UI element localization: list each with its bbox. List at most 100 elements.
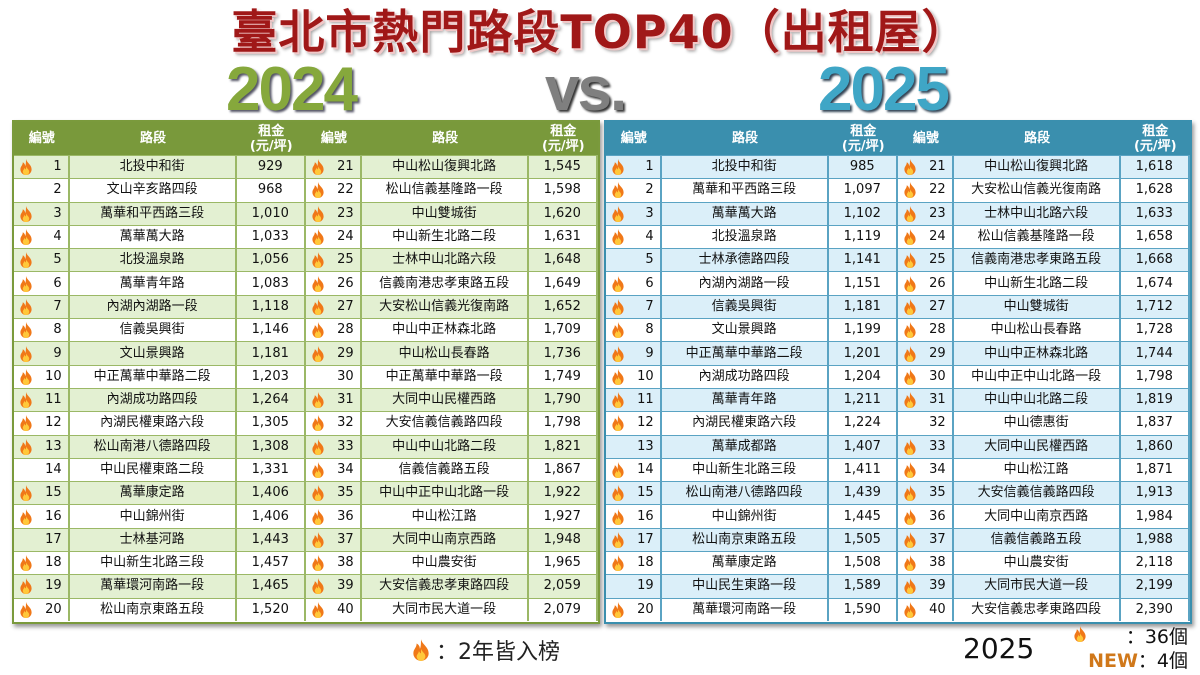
summary-counts: ：36個 NEW：4個 [1070, 625, 1188, 673]
rank-cell: 2 [606, 178, 662, 202]
new-count: ：4個 [1137, 650, 1188, 672]
road-cell: 信義吳興街 [661, 294, 829, 319]
rank-cell: 40 [898, 597, 954, 621]
table-row: 3 萬華和平西路三段 1,010 23 中山雙城街 1,620 [14, 201, 599, 225]
rent-cell: 1,151 [828, 271, 899, 295]
table-row: 16 中山錦州街 1,445 36 大同中山南京西路 1,984 [606, 504, 1191, 528]
fire-icon [902, 531, 918, 549]
fire-icon [610, 345, 626, 363]
road-cell: 中山錦州街 [661, 504, 829, 528]
rank-number: 3 [645, 205, 654, 221]
rank-cell: 9 [14, 341, 70, 365]
fire-icon [18, 577, 34, 595]
road-cell: 內湖成功路四段 [661, 364, 829, 388]
fire-icon [410, 638, 432, 662]
fire-icon [310, 251, 326, 269]
rank-number: 17 [637, 531, 654, 547]
rent-cell: 2,390 [1120, 597, 1191, 621]
road-cell: 中山松山復興北路 [361, 155, 529, 179]
fire-icon [610, 554, 626, 572]
rent-cell: 1,224 [828, 411, 899, 435]
rank-cell: 8 [14, 318, 70, 342]
road-cell: 北投中和街 [661, 155, 829, 179]
road-cell: 中山德惠街 [953, 411, 1121, 435]
road-cell: 中山松江路 [953, 457, 1121, 482]
rank-cell: 35 [898, 481, 954, 505]
rank-cell: 2 [14, 178, 70, 202]
rent-cell: 1,211 [828, 387, 899, 412]
rank-cell: 17 [14, 527, 70, 552]
fire-icon [902, 228, 918, 246]
rank-number: 6 [53, 275, 62, 291]
road-cell: 萬華環河南路一段 [661, 597, 829, 621]
road-cell: 中山松山長春路 [361, 341, 529, 365]
rent-cell: 1,965 [528, 551, 599, 575]
road-cell: 中正萬華中華路二段 [69, 364, 237, 388]
table-row: 17 松山南京東路五段 1,505 37 信義信義路五段 1,988 [606, 527, 1191, 552]
fire-icon [18, 228, 34, 246]
fire-icon [610, 158, 626, 176]
rent-cell: 1,203 [236, 364, 307, 388]
table-row: 14 中山民權東路二段 1,331 34 信義信義路五段 1,867 [14, 457, 599, 482]
road-cell: 中山錦州街 [69, 504, 237, 528]
rent-cell: 1,520 [236, 597, 307, 621]
rank-number: 16 [45, 508, 62, 524]
header-road: 路段 [1024, 131, 1051, 146]
fire-icon [610, 531, 626, 549]
table-2025: 編號 路段 租金 (元/坪) 編號 路段 租金 (元/坪) 1 北投中和街 985 21 中山松山復興北… [604, 120, 1192, 624]
rank-number: 10 [45, 368, 62, 384]
road-cell: 中山松山長春路 [953, 318, 1121, 342]
rank-number: 38 [929, 555, 946, 571]
road-cell: 大安信義忠孝東路四段 [953, 597, 1121, 621]
rank-cell: 6 [606, 271, 662, 295]
rent-cell: 1,083 [236, 271, 307, 295]
rank-cell: 15 [606, 481, 662, 505]
rank-cell: 38 [306, 551, 362, 575]
rank-cell: 20 [606, 597, 662, 621]
rank-number: 33 [337, 438, 354, 454]
rank-cell: 25 [898, 248, 954, 272]
rent-cell: 1,598 [528, 178, 599, 202]
rank-cell: 1 [14, 155, 70, 179]
rank-number: 22 [929, 182, 946, 198]
header-rent-unit: (元/坪) [541, 138, 585, 154]
rank-number: 1 [645, 159, 654, 175]
new-label: NEW [1088, 650, 1138, 672]
rank-cell: 9 [606, 341, 662, 365]
rank-cell: 19 [606, 574, 662, 598]
table-row: 18 萬華康定路 1,508 38 中山農安街 2,118 [606, 551, 1191, 575]
rent-cell: 1,411 [828, 457, 899, 482]
rank-cell: 23 [898, 201, 954, 225]
rank-cell: 13 [606, 434, 662, 458]
fire-icon [610, 228, 626, 246]
road-cell: 萬華環河南路一段 [69, 574, 237, 598]
fire-icon [18, 601, 34, 619]
rent-cell: 2,199 [1120, 574, 1191, 598]
rank-cell: 12 [14, 411, 70, 435]
rank-number: 28 [337, 322, 354, 338]
rank-number: 33 [929, 438, 946, 454]
fire-icon [902, 251, 918, 269]
rent-cell: 1,790 [528, 387, 599, 412]
fire-icon [902, 577, 918, 595]
road-cell: 中山松山復興北路 [953, 155, 1121, 179]
road-cell: 中正萬華中華路一段 [361, 364, 529, 388]
rank-number: 38 [337, 555, 354, 571]
rent-cell: 1,798 [528, 411, 599, 435]
rank-cell: 30 [898, 364, 954, 388]
rank-cell: 21 [898, 155, 954, 179]
rank-number: 4 [645, 229, 654, 245]
fire-icon [610, 601, 626, 619]
table-row: 4 萬華萬大路 1,033 24 中山新生北路二段 1,631 [14, 224, 599, 249]
table-row: 11 內湖成功路四段 1,264 31 大同中山民權西路 1,790 [14, 387, 599, 412]
table-header: 編號 路段 租金 (元/坪) 編號 路段 租金 (元/坪) [606, 122, 1190, 155]
rank-number: 15 [45, 485, 62, 501]
rank-number: 27 [337, 298, 354, 314]
fire-count: ：36個 [1125, 626, 1188, 648]
road-cell: 萬華和平西路三段 [661, 178, 829, 202]
rank-cell: 10 [606, 364, 662, 388]
road-cell: 中山農安街 [953, 551, 1121, 575]
fire-icon [610, 484, 626, 502]
fire-icon [310, 484, 326, 502]
rank-cell: 3 [14, 201, 70, 225]
